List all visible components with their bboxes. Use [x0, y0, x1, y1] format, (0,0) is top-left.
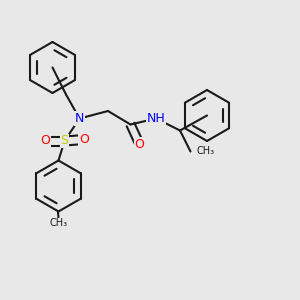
- Text: N: N: [75, 112, 84, 125]
- Text: O: O: [79, 133, 89, 146]
- Text: O: O: [40, 134, 50, 148]
- Text: S: S: [61, 134, 68, 148]
- Text: CH₃: CH₃: [50, 218, 68, 229]
- Text: NH: NH: [147, 112, 165, 125]
- Text: O: O: [135, 137, 144, 151]
- Text: CH₃: CH₃: [196, 146, 214, 157]
